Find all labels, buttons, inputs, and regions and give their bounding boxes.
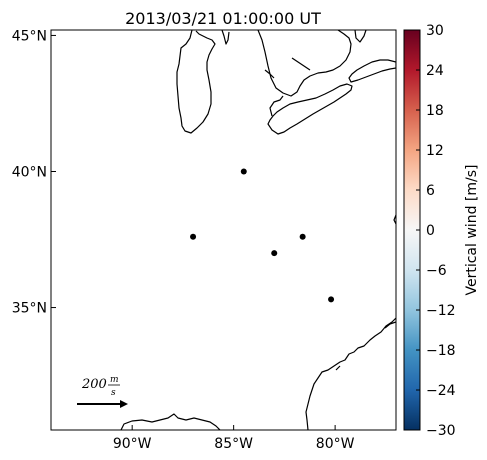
st-clair-outline	[269, 95, 284, 117]
longitude-tick-label: 85°W	[214, 436, 253, 452]
station-marker	[299, 233, 306, 240]
mackinac-outline	[221, 30, 230, 45]
lake-erie-outline	[267, 83, 353, 135]
colorbar-tick-label: 30	[426, 23, 444, 39]
station-marker	[328, 296, 335, 303]
map-title: 2013/03/21 01:00:00 UT	[125, 9, 321, 28]
lake-huron-outline	[257, 30, 352, 97]
colorbar-tick-label: −24	[426, 383, 456, 399]
lake-michigan-outline	[176, 30, 216, 134]
latitude-tick-label: 45°N	[12, 28, 47, 44]
scale-arrow-label: 200	[81, 377, 107, 392]
latitude-ticks: 45°N 40°N 35°N	[12, 28, 56, 317]
lake-islands-outline	[354, 30, 367, 43]
huron-islands-outline	[264, 57, 311, 79]
colorbar-tick-label: −18	[426, 343, 456, 359]
map-plot-area	[51, 30, 396, 430]
coastlines-layer	[120, 30, 396, 430]
latitude-tick-label: 40°N	[12, 164, 47, 180]
colorbar-tick-label: 0	[426, 223, 435, 239]
longitude-ticks: 90°W 85°W 80°W	[113, 425, 355, 452]
colorbar-tick-label: 12	[426, 143, 444, 159]
station-marker	[271, 250, 278, 257]
station-marker	[240, 168, 247, 175]
scale-arrow-unit-numerator: m	[110, 375, 119, 385]
colorbar-tick-label: 24	[426, 63, 444, 79]
longitude-tick-label: 80°W	[316, 436, 355, 452]
colorbar-tick-label: −30	[426, 423, 456, 439]
colorbar-tick-label: 18	[426, 103, 444, 119]
scale-arrow-head	[120, 400, 128, 408]
scale-arrow-unit-denominator: s	[111, 388, 116, 398]
station-marker	[190, 233, 197, 240]
station-markers	[190, 168, 335, 303]
outer-banks-outline	[335, 321, 396, 371]
map-frame	[50, 29, 397, 431]
latitude-tick-label: 35°N	[12, 301, 47, 317]
colorbar-ticks: 30 24 18 12 6 0 −6 −12 −18 −24 −30	[416, 23, 456, 439]
colorbar-tick-label: −12	[426, 303, 456, 319]
colorbar-tick-label: −6	[426, 263, 447, 279]
scale-arrow: 200 m s	[77, 375, 128, 408]
colorbar-label: Vertical wind [m/s]	[464, 165, 480, 296]
longitude-tick-label: 90°W	[113, 436, 152, 452]
atlantic-coastline	[305, 214, 396, 430]
gulf-coastline	[120, 413, 221, 430]
lake-ontario-outline	[348, 59, 396, 83]
colorbar-tick-label: 6	[426, 183, 435, 199]
